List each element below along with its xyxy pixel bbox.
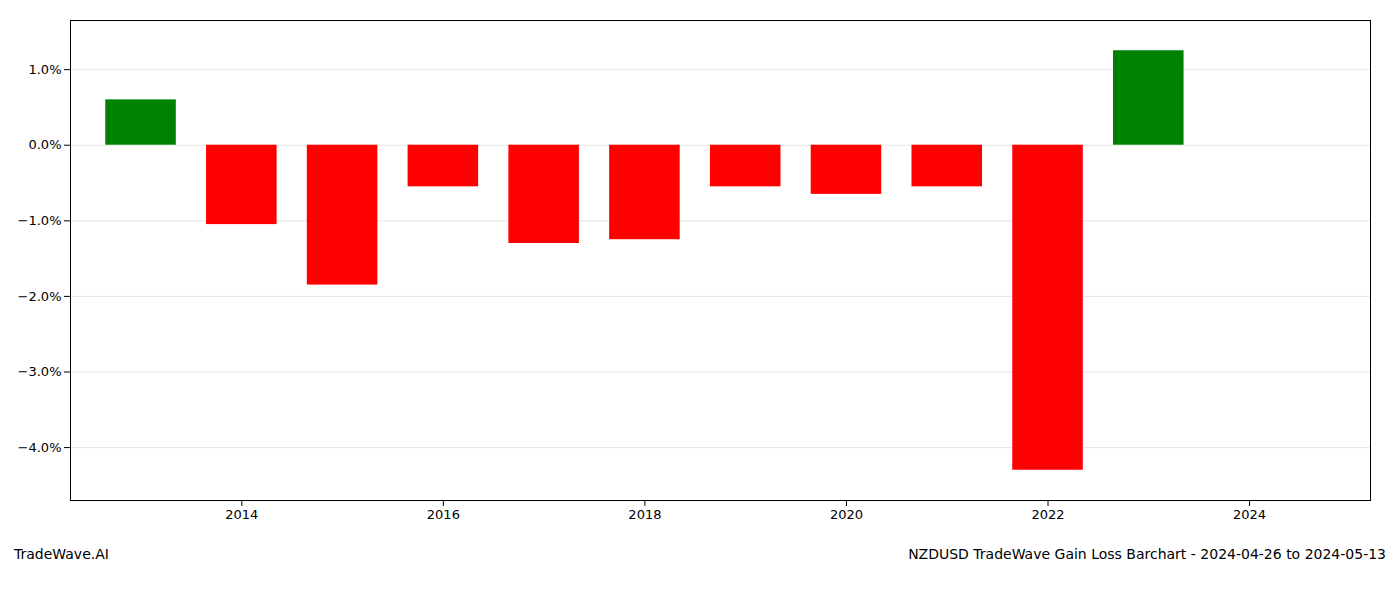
svg-text:−3.0%: −3.0% (18, 364, 62, 379)
svg-text:2016: 2016 (427, 507, 460, 522)
svg-text:2014: 2014 (225, 507, 258, 522)
svg-text:2020: 2020 (830, 507, 863, 522)
svg-text:2024: 2024 (1233, 507, 1266, 522)
svg-text:−2.0%: −2.0% (18, 289, 62, 304)
html-text:TradeWave.AI: TradeWave.AI (14, 546, 109, 562)
svg-text:1.0%: 1.0% (28, 62, 61, 77)
svg-text:−4.0%: −4.0% (18, 440, 62, 455)
svg-text:2022: 2022 (1031, 507, 1064, 522)
svg-text:2018: 2018 (628, 507, 661, 522)
html-text:NZDUSD TradeWave Gain Loss Bar: NZDUSD TradeWave Gain Loss Barchart - 20… (908, 546, 1386, 562)
svg-text:−1.0%: −1.0% (18, 213, 62, 228)
svg-text:0.0%: 0.0% (28, 137, 61, 152)
